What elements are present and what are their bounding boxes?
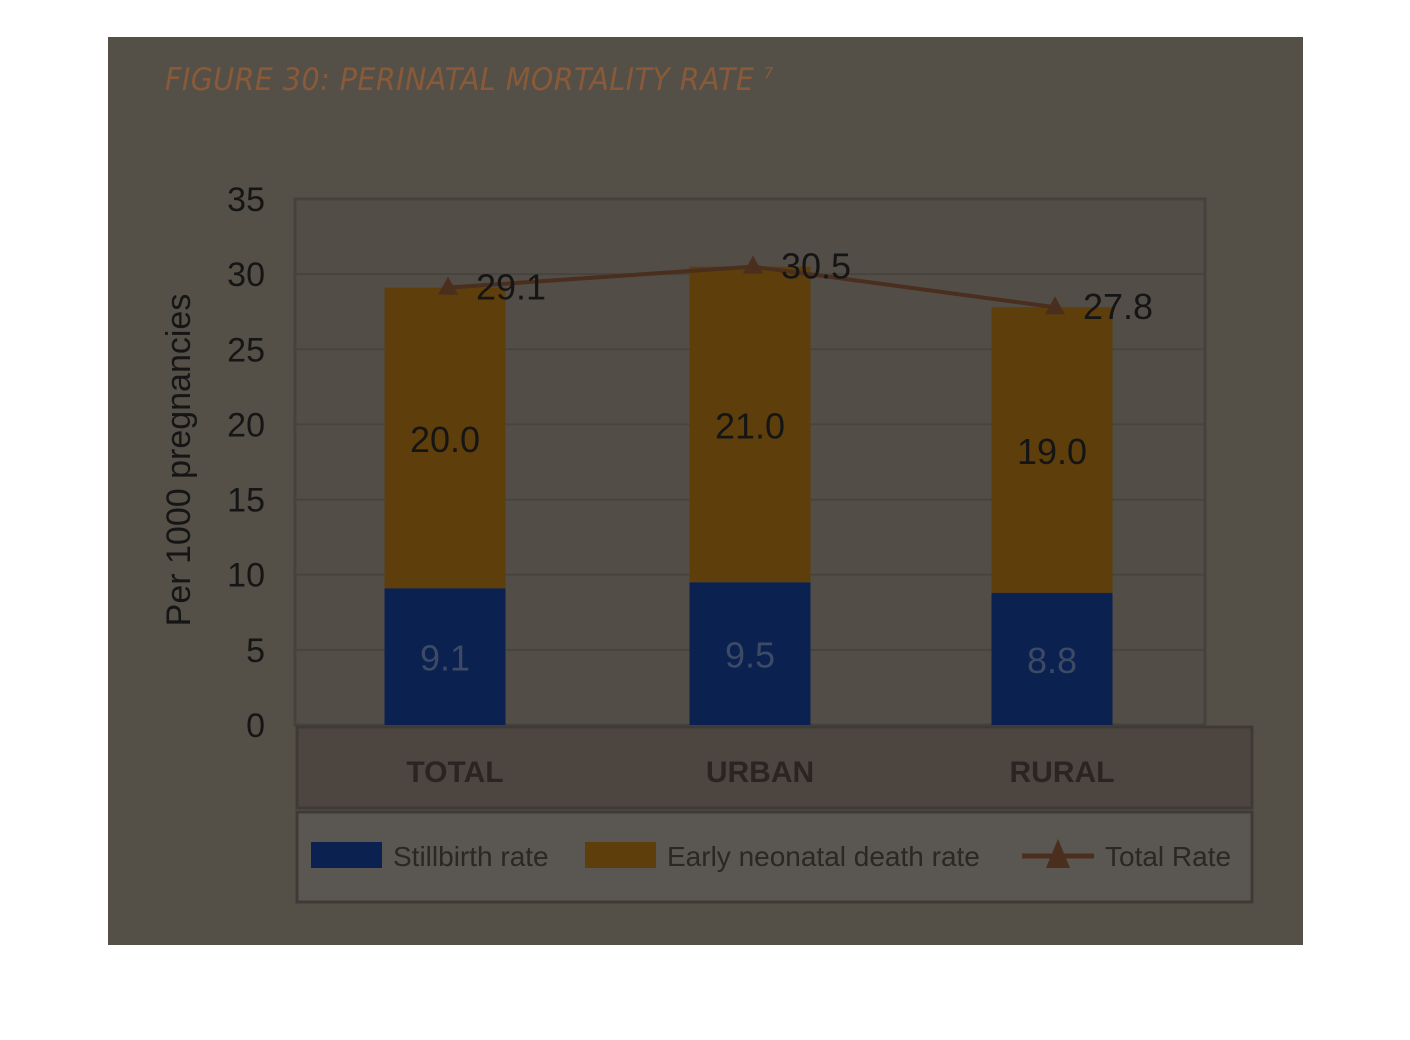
y-axis-label: Per 1000 pregnancies <box>160 294 198 627</box>
y-tick-label: 25 <box>227 331 265 369</box>
legend-label-stillbirth: Stillbirth rate <box>393 841 549 872</box>
data-label-total-rate: 30.5 <box>781 246 851 287</box>
chart-title-text: FIGURE 30: PERINATAL MORTALITY RATE <box>165 62 755 98</box>
legend-label-total-rate: Total Rate <box>1105 841 1231 872</box>
x-tick-label: RURAL <box>1010 756 1115 789</box>
legend-marker-total-rate <box>1046 839 1070 868</box>
bar-stillbirth-urban <box>689 582 811 725</box>
x-tick-label: TOTAL <box>406 756 503 789</box>
data-label-stillbirth: 9.5 <box>725 635 775 676</box>
data-label-early-neonatal: 19.0 <box>1017 431 1087 472</box>
legend-label-early-neonatal: Early neonatal death rate <box>667 841 980 872</box>
y-tick-label: 0 <box>246 707 265 745</box>
bar-stillbirth-total <box>384 588 506 725</box>
bar-stillbirth-rural <box>991 592 1113 725</box>
y-tick-label: 30 <box>227 256 265 294</box>
marker-total-rate <box>743 255 763 274</box>
y-tick-label: 10 <box>227 557 265 595</box>
category-band <box>295 725 1254 810</box>
y-tick-label: 20 <box>227 406 265 444</box>
data-label-total-rate: 29.1 <box>476 267 546 308</box>
title-footnote-marker: 7 <box>763 63 774 83</box>
marker-total-rate <box>1045 296 1065 315</box>
data-label-early-neonatal: 20.0 <box>410 419 480 460</box>
x-tick-label: URBAN <box>706 756 814 789</box>
legend-swatch-stillbirth <box>311 842 382 868</box>
marker-total-rate <box>438 276 458 295</box>
data-label-stillbirth: 9.1 <box>420 638 470 679</box>
legend-swatch-early-neonatal <box>585 842 656 868</box>
bar-early-neonatal-total <box>384 287 506 589</box>
bar-early-neonatal-rural <box>991 307 1113 593</box>
y-tick-label: 15 <box>227 482 265 520</box>
data-label-total-rate: 27.8 <box>1083 286 1153 327</box>
data-label-stillbirth: 8.8 <box>1027 640 1077 681</box>
chart-title: FIGURE 30: PERINATAL MORTALITY RATE 7 <box>165 62 774 98</box>
y-tick-label: 5 <box>246 632 265 670</box>
bar-early-neonatal-urban <box>689 266 811 583</box>
y-tick-label: 35 <box>227 181 265 219</box>
data-label-early-neonatal: 21.0 <box>715 405 785 446</box>
